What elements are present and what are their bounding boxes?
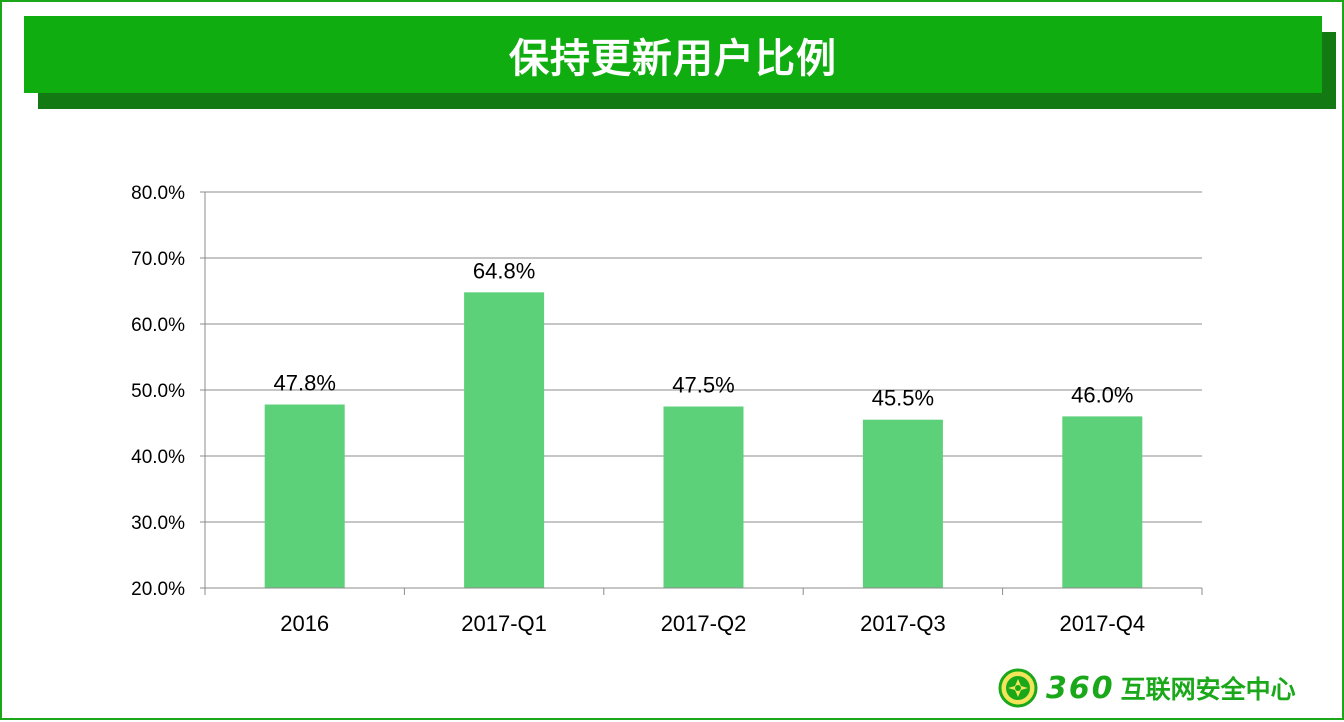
y-axis-tick-labels: 20.0% 30.0% 40.0% 50.0% 60.0% 70.0% 80.0% <box>131 183 185 600</box>
y-tick-label: 70.0% <box>131 249 185 270</box>
x-tick-label: 2017-Q4 <box>1059 611 1145 636</box>
page-title: 保持更新用户比例 <box>509 35 837 82</box>
data-label: 47.8% <box>274 371 336 396</box>
y-tick-label: 60.0% <box>131 315 185 336</box>
title-banner: 保持更新用户比例 <box>24 16 1322 93</box>
y-tick-label: 50.0% <box>131 381 185 402</box>
data-label: 47.5% <box>672 373 734 398</box>
y-tick-label: 40.0% <box>131 447 185 468</box>
data-label: 46.0% <box>1071 382 1133 407</box>
x-tick-label: 2017-Q2 <box>661 611 747 636</box>
logo-number: 360 <box>1046 670 1115 706</box>
gridlines <box>205 191 1202 523</box>
bars <box>264 292 1143 588</box>
data-labels: 47.8% 64.8% 47.5% 45.5% 46.0% <box>274 258 1134 410</box>
bar <box>663 406 744 588</box>
brand-logo: 360 互联网安全中心 <box>998 668 1296 708</box>
360-shield-logo-icon <box>998 668 1038 708</box>
data-label: 64.8% <box>473 258 535 283</box>
y-tick-label: 20.0% <box>131 579 185 600</box>
data-label: 45.5% <box>872 386 934 411</box>
x-tick-label: 2017-Q3 <box>860 611 946 636</box>
bar <box>464 292 545 588</box>
y-tick-label: 30.0% <box>131 513 185 534</box>
logo-text: 互联网安全中心 <box>1120 675 1296 704</box>
x-tick-label: 2016 <box>280 611 329 636</box>
x-axis-tick-labels: 2016 2017-Q1 2017-Q2 2017-Q3 2017-Q4 <box>280 611 1145 636</box>
bar <box>1062 416 1143 588</box>
y-tick-label: 80.0% <box>131 183 185 204</box>
axes <box>200 191 1203 595</box>
bar <box>862 419 943 588</box>
bar <box>264 404 345 588</box>
x-tick-label: 2017-Q1 <box>461 611 547 636</box>
